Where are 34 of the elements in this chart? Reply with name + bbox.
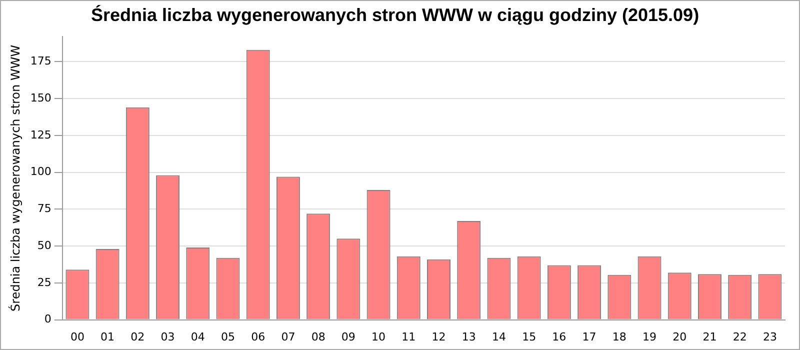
- y-tick-label: 175: [30, 54, 52, 68]
- x-tick-label: 21: [702, 330, 717, 344]
- y-tick-label: 25: [37, 276, 52, 289]
- x-tick-label: 11: [402, 330, 416, 344]
- x-tick-label: 01: [100, 330, 115, 344]
- x-tick-label: 08: [311, 330, 326, 344]
- y-tick-label: 100: [30, 165, 52, 178]
- y-axis-title: Średnia liczba wygenerowanych stron WWW: [7, 44, 22, 312]
- x-tick-label: 03: [160, 330, 175, 344]
- x-tick-label: 02: [130, 330, 145, 344]
- x-tick-label: 22: [732, 330, 747, 344]
- chart-title: Średnia liczba wygenerowanych stron WWW w ciągu godziny (2015.09): [90, 4, 700, 25]
- x-tick-label: 04: [190, 330, 205, 344]
- x-tick-label: 20: [672, 330, 687, 344]
- x-tick-label: 13: [462, 330, 476, 344]
- x-tick-label: 00: [70, 330, 84, 344]
- x-tick-label: 06: [251, 330, 266, 344]
- y-tick-label: 50: [37, 238, 52, 252]
- x-tick-label: 19: [642, 330, 657, 344]
- x-tick-label: 14: [492, 330, 506, 344]
- y-tick-label: 75: [37, 202, 52, 216]
- x-tick-label: 09: [341, 330, 356, 344]
- x-tick-label: 05: [220, 330, 235, 344]
- y-tick-label: 0: [44, 312, 52, 326]
- x-tick-label: 10: [372, 330, 386, 344]
- x-tick-label: 17: [582, 330, 596, 344]
- x-tick-label: 12: [432, 330, 446, 344]
- y-tick-label: 125: [30, 128, 52, 142]
- x-tick-label: 15: [522, 330, 536, 344]
- x-tick-label: 18: [612, 330, 626, 344]
- x-tick-label: 16: [552, 330, 566, 344]
- x-tick-label: 23: [762, 330, 777, 344]
- x-tick-label: 07: [281, 330, 296, 344]
- y-tick-label: 150: [30, 91, 52, 104]
